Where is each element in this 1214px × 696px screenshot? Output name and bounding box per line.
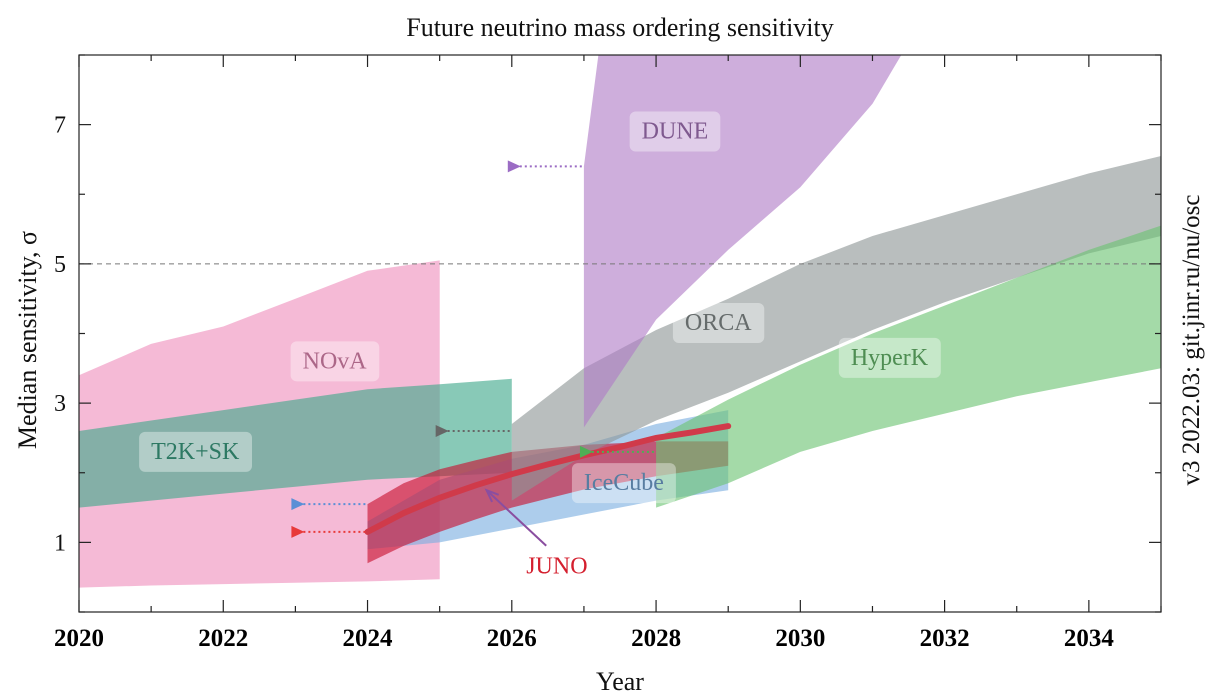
hyperk-start-marker	[579, 445, 593, 458]
x-tick-label: 2028	[631, 625, 681, 652]
icecube-start-marker	[291, 498, 305, 511]
x-tick-label: 2020	[54, 625, 104, 652]
juno-annotation-arrowhead	[484, 488, 500, 503]
hyperk-label-box	[838, 337, 941, 378]
dune-start-marker	[507, 160, 521, 173]
nova-label: NOvA	[303, 348, 368, 374]
y-axis-label: Median sensitivity, σ	[13, 231, 42, 449]
x-tick-label: 2026	[487, 625, 537, 652]
juno-label: JUNO	[526, 554, 587, 580]
orca-label-box	[672, 303, 765, 344]
series-labels-layer: NOvA T2K+SK IceCube JUNO ORCA DUNE HyperK	[139, 111, 941, 580]
y-tick-label: 5	[54, 252, 66, 278]
t2k-sk-label: T2K+SK	[151, 439, 240, 465]
icecube-label: IceCube	[584, 470, 664, 496]
x-axis-label: Year	[596, 667, 644, 696]
bands-layer	[79, 55, 1161, 588]
x-tick-label: 2022	[198, 625, 248, 652]
y-tick-label: 1	[54, 530, 66, 556]
x-tick-label: 2024	[343, 625, 394, 652]
orca-band	[511, 156, 1161, 501]
version-note: v3 2022.03: git.jinr.ru/nu/osc	[1178, 195, 1205, 486]
t2k-sk-label-box	[139, 431, 253, 472]
orca-label: ORCA	[685, 310, 752, 336]
y-tick-label: 3	[54, 391, 66, 417]
juno-central-line	[364, 423, 732, 535]
dune-label: DUNE	[642, 119, 709, 145]
axes-layer: 2020 2022 2024 2026 2028 2030 2032 2034 1 3 5 7	[54, 54, 1162, 652]
nova-label-box	[290, 341, 380, 382]
dune-label-box	[629, 111, 721, 152]
orca-start-marker	[435, 424, 449, 437]
chart-title: Future neutrino mass ordering sensitivit…	[406, 13, 834, 42]
icecube-label-box	[571, 463, 676, 504]
dune-band	[583, 55, 902, 428]
y-tick-label: 7	[54, 113, 66, 139]
hyperk-band	[656, 225, 1161, 508]
x-tick-label: 2030	[775, 625, 825, 652]
juno-band	[367, 441, 729, 564]
juno-central-layer	[364, 423, 732, 535]
t2k-sk-band	[79, 378, 512, 508]
hyperk-label: HyperK	[851, 345, 929, 371]
x-tick-label: 2034	[1064, 625, 1115, 652]
start-markers-layer	[291, 160, 657, 538]
juno-annotation-arrow	[485, 489, 547, 547]
x-tick-label: 2032	[920, 625, 970, 652]
juno-start-marker	[291, 525, 305, 538]
